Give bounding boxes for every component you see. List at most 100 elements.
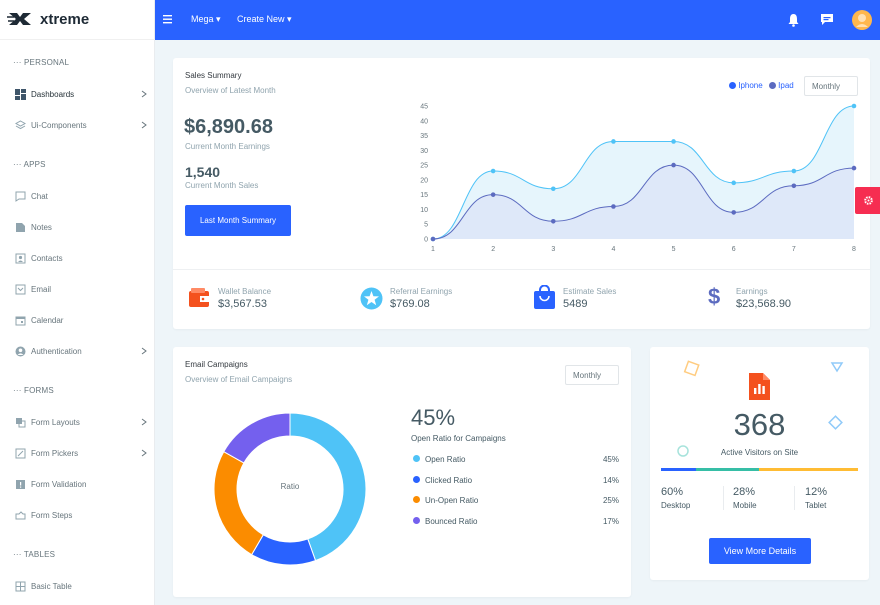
sidebar-item-ui-components[interactable]: Ui-Components (0, 115, 155, 137)
device-label: Tablet (805, 501, 827, 510)
y-tick-label: 35 (420, 133, 428, 140)
avatar[interactable] (852, 10, 872, 30)
chevron-right-icon (141, 449, 147, 457)
chat-icon[interactable] (820, 13, 834, 26)
legend-dot-iphone (729, 82, 736, 89)
chevron-down-icon: ▾ (287, 14, 292, 24)
settings-toggle[interactable] (855, 187, 880, 214)
x-tick-label: 6 (732, 246, 736, 253)
period-select[interactable]: Monthly (565, 365, 619, 385)
logo[interactable]: xtreme (0, 0, 155, 40)
wallet-icon (189, 288, 209, 307)
sales-value: 1,540 (185, 164, 221, 180)
y-tick-label: 25 (420, 163, 428, 170)
series-area-ipad (433, 165, 854, 239)
sidebar-item-basic-table[interactable]: Basic Table (0, 576, 155, 598)
stat-value: $769.08 (390, 298, 430, 310)
calendar-icon (15, 316, 26, 326)
view-more-details-button[interactable]: View More Details (709, 538, 811, 564)
sidebar-item-contacts[interactable]: Contacts (0, 248, 155, 270)
x-tick-label: 2 (491, 246, 495, 253)
sidebar-item-notes[interactable]: Notes (0, 217, 155, 239)
donut-slice-open-ratio (289, 412, 367, 562)
donut-slice-bounced-ratio (223, 412, 291, 464)
sidebar-item-form-steps[interactable]: Form Steps (0, 505, 155, 527)
stat-label: Estimate Sales (563, 287, 617, 296)
user-icon (15, 346, 26, 357)
card-subtitle: Overview of Email Campaigns (185, 375, 293, 384)
sidebar-item-calendar[interactable]: Calendar (0, 310, 155, 332)
sidebar-item-form-pickers[interactable]: Form Pickers (0, 443, 155, 465)
y-tick-label: 0 (424, 237, 428, 244)
y-tick-label: 30 (420, 148, 428, 155)
circle-shape (677, 445, 689, 457)
list-item: Open Ratio 45% (411, 455, 621, 475)
menu-icon[interactable] (163, 15, 173, 24)
contacts-icon (15, 253, 26, 264)
sidebar-item-label: Ui-Components (31, 121, 87, 130)
sidebar-item-dashboards[interactable]: Dashboards (0, 84, 155, 106)
sidebar: xtreme ··· PERSONAL Dashboards Ui-Compon… (0, 0, 155, 605)
shopping-bag-icon (534, 285, 555, 309)
sidebar-item-email[interactable]: Email (0, 279, 155, 301)
divider (794, 486, 795, 510)
stat-value: $3,567.53 (218, 298, 267, 310)
email-icon (15, 284, 26, 295)
data-point-iphone (791, 168, 797, 174)
note-icon (16, 223, 25, 232)
chevron-right-icon (141, 347, 147, 355)
legend-dot-ipad (768, 82, 776, 89)
data-point-ipad (671, 162, 676, 168)
sidebar-heading-apps: ··· APPS (13, 160, 46, 169)
divider (723, 486, 724, 510)
device-value: 28% (733, 486, 756, 498)
bell-icon[interactable] (787, 13, 800, 27)
y-tick-label: 40 (420, 118, 428, 125)
donut-slice-un-open-ratio (213, 451, 264, 556)
sales-label: Current Month Sales (185, 181, 259, 190)
period-select[interactable]: Monthly (804, 76, 858, 96)
y-tick-label: 10 (420, 207, 428, 214)
diamond-shape (683, 360, 700, 377)
sidebar-item-chat[interactable]: Chat (0, 186, 155, 208)
sidebar-item-label: Basic Table (31, 582, 72, 591)
y-tick-label: 15 (420, 192, 428, 199)
logo-icon (7, 13, 31, 25)
row-label: Bounced Ratio (425, 516, 478, 526)
create-new-menu[interactable]: Create New ▾ (237, 14, 292, 24)
row-value: 14% (602, 475, 619, 485)
y-tick-label: 20 (420, 177, 428, 184)
sidebar-heading-forms: ··· FORMS (13, 386, 54, 395)
legend-iphone: Iphone (738, 81, 763, 90)
x-tick-label: 4 (611, 246, 615, 253)
visitors-count: 368 (733, 407, 786, 442)
stat-value: $23,568.90 (736, 298, 792, 310)
topbar: Mega ▾ Create New ▾ (155, 0, 880, 40)
row-label: Un-Open Ratio (425, 496, 479, 505)
sidebar-item-form-layouts[interactable]: Form Layouts (0, 412, 155, 434)
sidebar-item-authentication[interactable]: Authentication (0, 341, 155, 363)
dot-icon (413, 475, 420, 483)
device-label: Mobile (733, 501, 757, 510)
sidebar-item-label: Email (31, 285, 52, 294)
card-title: Sales Summary (185, 71, 242, 80)
progress-segment (661, 468, 697, 471)
data-point-ipad (791, 183, 797, 189)
donut-chart (213, 412, 367, 566)
data-point-iphone (611, 139, 616, 144)
mega-menu[interactable]: Mega ▾ (191, 14, 221, 24)
last-month-summary-button[interactable]: Last Month Summary (185, 205, 291, 236)
earnings-value: $6,890.68 (184, 116, 273, 138)
star-icon (360, 287, 383, 310)
x-tick-label: 7 (792, 246, 796, 253)
active-visitors-card: 368 Active Visitors on Site 60% Desktop … (650, 347, 869, 580)
progress-segment (696, 468, 760, 471)
sales-summary-card: Sales Summary Overview of Latest Month $… (173, 58, 870, 329)
sidebar-item-form-validation[interactable]: Form Validation (0, 474, 155, 496)
table-icon (15, 581, 26, 592)
device-progress-bar (661, 468, 858, 471)
legend-ipad: Ipad (778, 81, 794, 90)
x-tick-label: 5 (672, 246, 676, 253)
stat-label: Wallet Balance (218, 287, 272, 296)
